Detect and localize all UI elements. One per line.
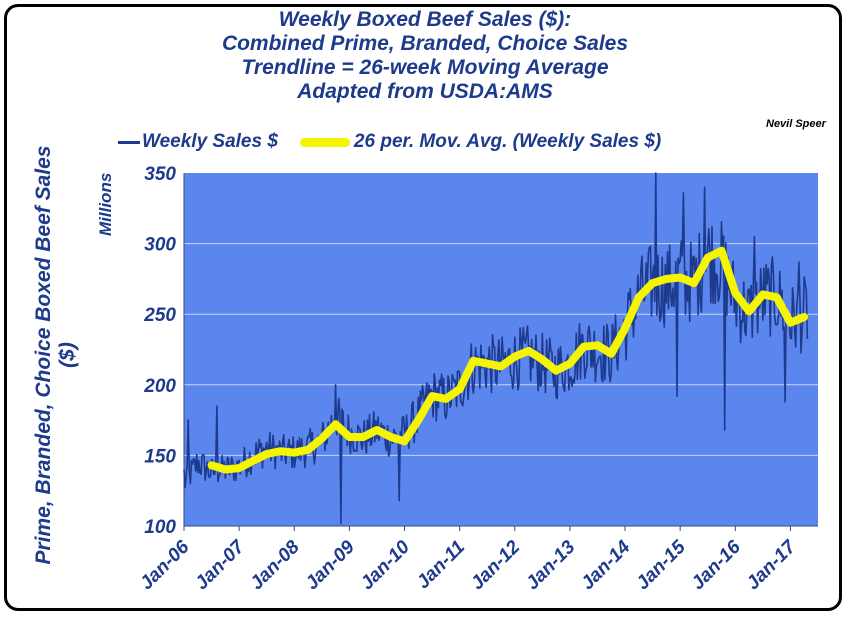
author-credit: Nevil Speer	[766, 118, 826, 130]
legend-item-moving-average: 26 per. Mov. Avg. (Weekly Sales $)	[299, 131, 662, 153]
legend-item-weekly: Weekly Sales $	[118, 131, 278, 153]
x-tick-label: Jan-14	[577, 536, 635, 594]
title-line-1: Weekly Boxed Beef Sales ($):	[278, 8, 572, 31]
x-tick-label: Jan-08	[246, 536, 304, 594]
y-tick-label: 300	[144, 235, 176, 256]
legend-label-moving-average: 26 per. Mov. Avg. (Weekly Sales $)	[353, 131, 662, 152]
series-weekly-sales-line	[183, 172, 809, 525]
y-tick-label: 100	[144, 517, 176, 538]
y-tick-label: 350	[144, 164, 176, 185]
legend-swatch-weekly	[118, 140, 140, 144]
legend-label-weekly: Weekly Sales $	[142, 131, 278, 152]
y-tick-label: 150	[144, 446, 176, 467]
x-tick-label: Jan-11	[413, 537, 469, 593]
x-tick-label: Jan-06	[136, 536, 194, 594]
title-line-2: Combined Prime, Branded, Choice Sales	[221, 32, 629, 55]
x-tick-label: Jan-07	[191, 536, 249, 594]
x-tick-label: Jan-13	[522, 536, 580, 594]
legend-swatch-moving-average	[299, 137, 350, 147]
chart-legend: Weekly Sales $ 26 per. Mov. Avg. (Weekly…	[118, 130, 683, 154]
y-tick-label: 200	[143, 376, 176, 397]
title-line-4: Adapted from USDA:AMS	[297, 80, 553, 103]
title-line-3: Trendline = 26-week Moving Average	[241, 56, 609, 79]
y-tick-label: 250	[143, 305, 176, 326]
x-tick-label: Jan-12	[467, 536, 525, 594]
chart-title: Weekly Boxed Beef Sales ($): Combined Pr…	[0, 8, 850, 104]
x-tick-label: Jan-09	[302, 536, 360, 594]
x-tick-label: Jan-15	[632, 536, 690, 594]
x-tick-label: Jan-17	[743, 536, 801, 594]
series-moving-average-line	[207, 246, 809, 474]
x-tick-label: Jan-16	[687, 536, 745, 594]
x-tick-label: Jan-10	[357, 536, 415, 594]
